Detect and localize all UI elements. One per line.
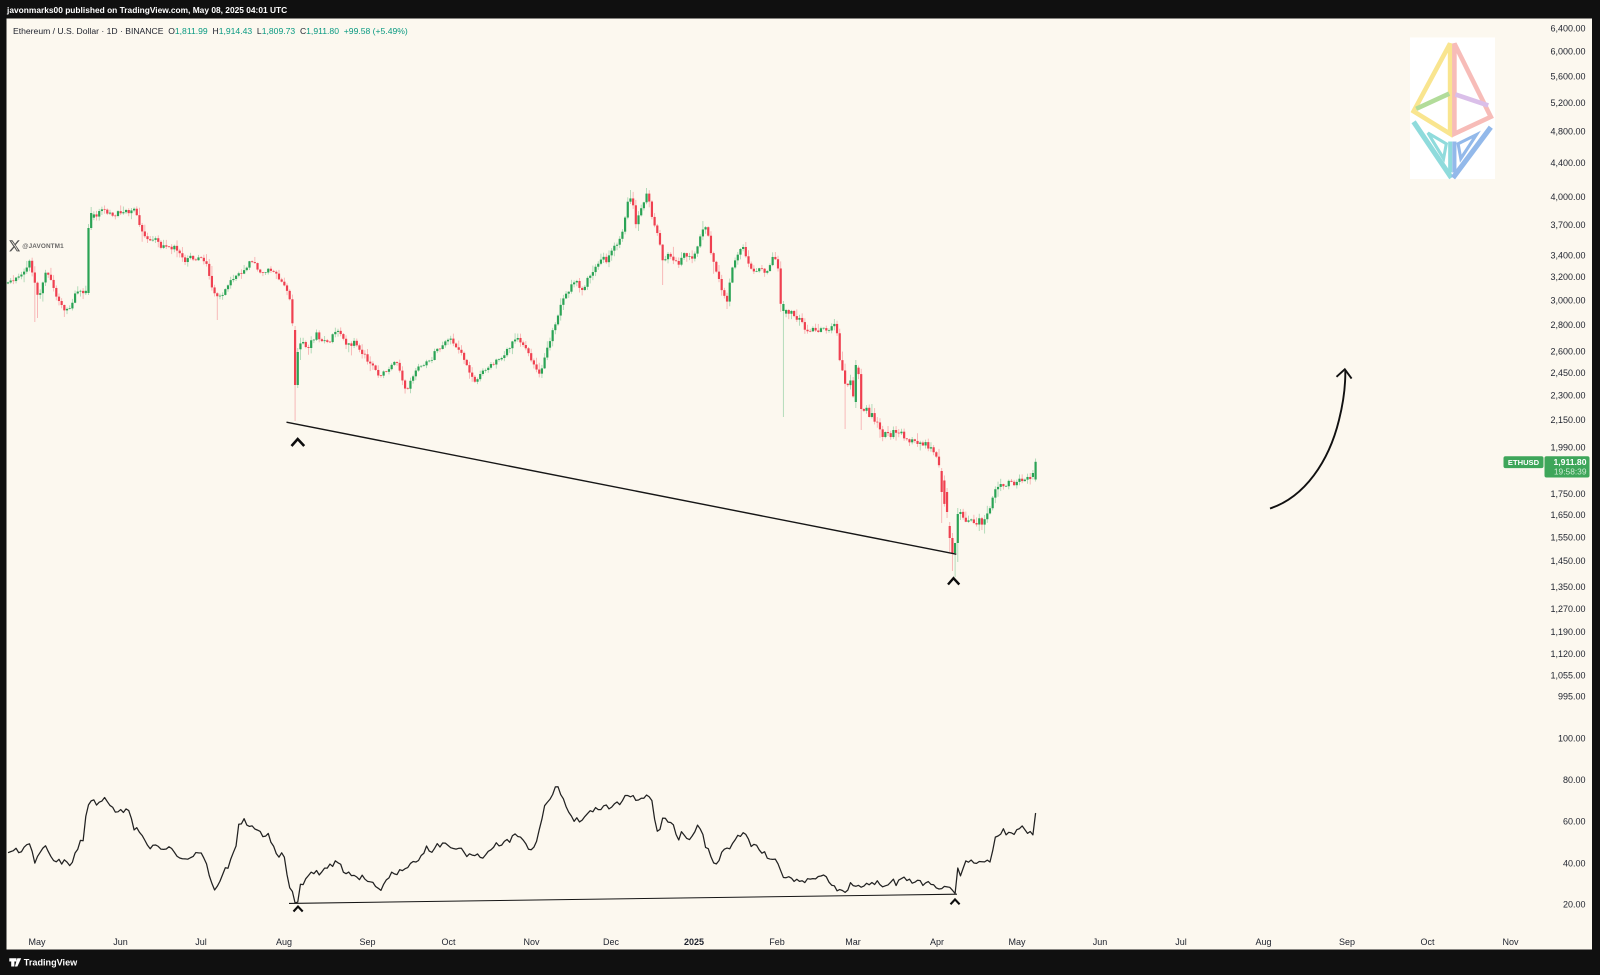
- svg-text:3,700.00: 3,700.00: [1550, 220, 1585, 230]
- svg-text:4,400.00: 4,400.00: [1550, 158, 1585, 168]
- svg-text:6,000.00: 6,000.00: [1550, 47, 1585, 57]
- svg-text:2,450.00: 2,450.00: [1550, 368, 1585, 378]
- svg-text:2,800.00: 2,800.00: [1550, 320, 1585, 330]
- svg-text:4,000.00: 4,000.00: [1550, 192, 1585, 202]
- svg-text:20.00: 20.00: [1563, 900, 1586, 910]
- svg-text:3,000.00: 3,000.00: [1550, 295, 1585, 305]
- svg-text:100.00: 100.00: [1558, 734, 1586, 744]
- svg-text:Sep: Sep: [1339, 937, 1355, 947]
- svg-text:Oct: Oct: [1420, 937, 1435, 947]
- svg-text:1,990.00: 1,990.00: [1550, 443, 1585, 453]
- svg-text:Jun: Jun: [1093, 937, 1108, 947]
- svg-text:Jul: Jul: [195, 937, 207, 947]
- svg-text:40.00: 40.00: [1563, 858, 1586, 868]
- svg-text:Dec: Dec: [603, 937, 620, 947]
- svg-text:ETHUSD: ETHUSD: [1508, 458, 1540, 467]
- svg-text:Apr: Apr: [930, 937, 944, 947]
- svg-text:1,450.00: 1,450.00: [1550, 556, 1585, 566]
- svg-text:Mar: Mar: [845, 937, 861, 947]
- svg-text:Nov: Nov: [523, 937, 540, 947]
- svg-text:1,270.00: 1,270.00: [1550, 604, 1585, 614]
- svg-text:javonmarks00 published on Trad: javonmarks00 published on TradingView.co…: [6, 5, 287, 15]
- svg-text:Aug: Aug: [1255, 937, 1271, 947]
- svg-text:19:58:39: 19:58:39: [1554, 467, 1587, 477]
- svg-text:60.00: 60.00: [1563, 817, 1586, 827]
- svg-text:Jul: Jul: [1175, 937, 1187, 947]
- svg-text:Oct: Oct: [441, 937, 456, 947]
- svg-text:May: May: [28, 937, 46, 947]
- svg-text:1,120.00: 1,120.00: [1550, 649, 1585, 659]
- svg-text:3,400.00: 3,400.00: [1550, 250, 1585, 260]
- svg-text:Nov: Nov: [1502, 937, 1519, 947]
- svg-text:Aug: Aug: [276, 937, 292, 947]
- svg-text:80.00: 80.00: [1563, 775, 1586, 785]
- svg-text:2,300.00: 2,300.00: [1550, 391, 1585, 401]
- svg-text:Ethereum / U.S. Dollar · 1D ·: Ethereum / U.S. Dollar · 1D · BINANCE O1…: [13, 26, 408, 36]
- svg-text:May: May: [1008, 937, 1026, 947]
- svg-text:2025: 2025: [684, 937, 704, 947]
- svg-text:5,600.00: 5,600.00: [1550, 71, 1585, 81]
- svg-text:TradingView: TradingView: [24, 958, 78, 968]
- svg-text:1,190.00: 1,190.00: [1550, 627, 1585, 637]
- svg-text:Jun: Jun: [113, 937, 128, 947]
- svg-text:Sep: Sep: [359, 937, 375, 947]
- svg-text:Feb: Feb: [769, 937, 785, 947]
- svg-text:2,150.00: 2,150.00: [1550, 415, 1585, 425]
- svg-text:4,800.00: 4,800.00: [1550, 127, 1585, 137]
- svg-text:1,350.00: 1,350.00: [1550, 582, 1585, 592]
- svg-text:1,911.80: 1,911.80: [1554, 457, 1587, 467]
- svg-text:2,600.00: 2,600.00: [1550, 347, 1585, 357]
- svg-text:1,750.00: 1,750.00: [1550, 489, 1585, 499]
- svg-text:1,055.00: 1,055.00: [1550, 670, 1585, 680]
- svg-text:1,550.00: 1,550.00: [1550, 532, 1585, 542]
- svg-text:3,200.00: 3,200.00: [1550, 272, 1585, 282]
- svg-text:1,650.00: 1,650.00: [1550, 510, 1585, 520]
- svg-text:@JAVONTM1: @JAVONTM1: [22, 243, 64, 250]
- svg-text:6,400.00: 6,400.00: [1550, 23, 1585, 33]
- svg-text:995.00: 995.00: [1558, 691, 1586, 701]
- svg-text:5,200.00: 5,200.00: [1550, 98, 1585, 108]
